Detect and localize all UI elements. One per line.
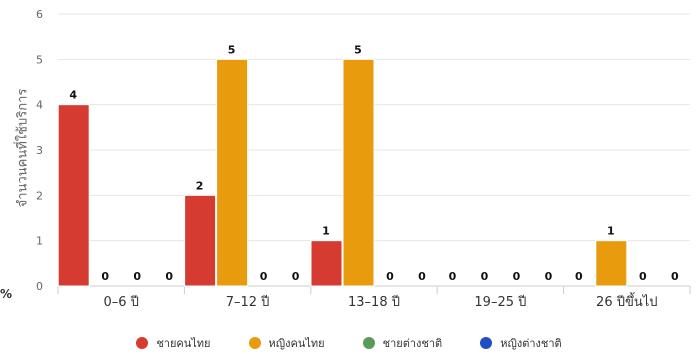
y-tick-label: 1: [36, 235, 43, 248]
bar: [342, 58, 375, 287]
chart-legend: ชายคนไทย หญิงคนไทย ชายต่างชาติ หญิงต่างชาติ: [0, 334, 698, 352]
legend-swatch: [362, 337, 375, 349]
x-tick-label: 19–25 ปี: [474, 294, 526, 310]
legend-swatch: [136, 337, 149, 349]
y-tick-label: 2: [36, 189, 43, 202]
data-label: 0: [671, 270, 679, 283]
data-label: 0: [165, 270, 173, 283]
data-label: 1: [322, 225, 330, 238]
bar: [595, 240, 628, 287]
bar: [57, 104, 90, 287]
bar: [184, 194, 217, 287]
y-tick-label: 4: [36, 99, 43, 112]
bar: [310, 240, 343, 287]
data-label: 0: [260, 270, 268, 283]
data-label: 0: [575, 270, 583, 283]
legend-item[interactable]: หญิงต่างชาติ: [480, 334, 562, 352]
data-label: 0: [639, 270, 647, 283]
data-label: 5: [354, 43, 362, 56]
percent-label: %: [0, 287, 13, 301]
y-axis-label: จำนวนคนที่ใช้บริการ: [15, 88, 31, 208]
data-label: 5: [228, 43, 236, 56]
legend-swatch: [480, 337, 493, 349]
data-label: 0: [418, 270, 426, 283]
legend-item[interactable]: ชายคนไทย: [136, 334, 211, 352]
y-tick-label: 0: [36, 280, 43, 293]
legend-swatch: [248, 337, 261, 349]
data-label: 0: [513, 270, 521, 283]
data-label: 0: [449, 270, 457, 283]
data-label: 0: [101, 270, 109, 283]
x-tick-label: 13–18 ปี: [348, 294, 400, 310]
y-tick-label: 5: [36, 53, 43, 66]
x-tick-label: 26 ปีขึ้นไป: [596, 292, 658, 310]
x-tick-label: 7–12 ปี: [226, 294, 270, 310]
y-tick-label: 3: [36, 144, 43, 157]
data-label: 4: [69, 89, 77, 102]
data-label: 2: [196, 179, 204, 192]
data-label: 0: [481, 270, 489, 283]
bar: [216, 58, 249, 287]
data-label: 0: [133, 270, 141, 283]
legend-label: หญิงคนไทย: [268, 337, 325, 350]
data-label: 0: [292, 270, 300, 283]
legend-label: ชายคนไทย: [156, 337, 211, 350]
y-tick-label: 6: [36, 8, 43, 21]
data-label: 0: [545, 270, 553, 283]
x-tick-label: 0–6 ปี: [103, 294, 138, 310]
legend-item[interactable]: ชายต่างชาติ: [362, 334, 443, 352]
legend-label: หญิงต่างชาติ: [500, 337, 562, 350]
data-label: 1: [607, 225, 615, 238]
legend-item[interactable]: หญิงคนไทย: [248, 334, 325, 352]
data-label: 0: [386, 270, 394, 283]
legend-label: ชายต่างชาติ: [382, 337, 443, 350]
